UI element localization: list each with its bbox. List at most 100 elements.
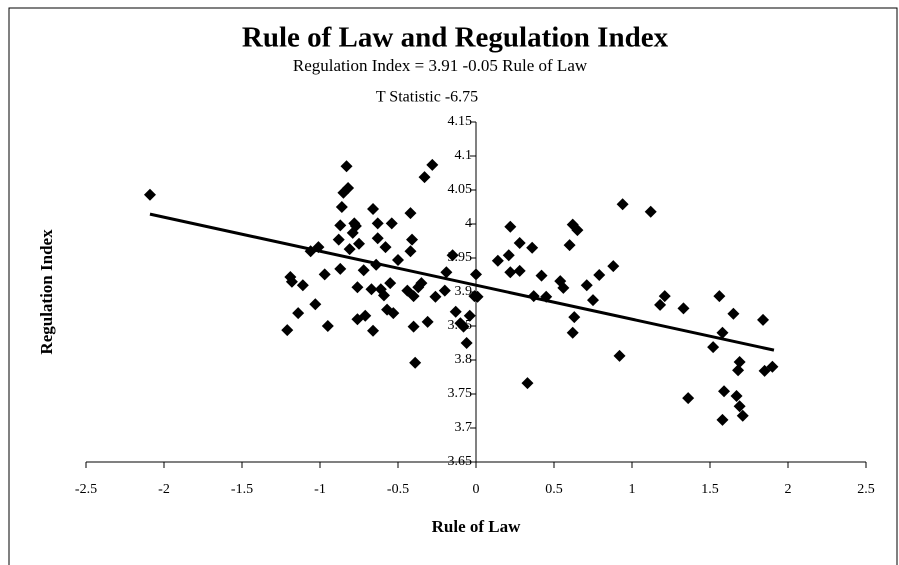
point	[502, 249, 515, 262]
point	[521, 377, 534, 390]
y-tick-label: 4.05	[448, 182, 473, 197]
point	[526, 241, 539, 254]
y-tick-label: 3.9	[455, 284, 473, 299]
point	[334, 262, 347, 275]
point	[736, 409, 749, 422]
point	[379, 241, 392, 254]
point	[349, 220, 362, 233]
point	[644, 205, 657, 218]
point	[143, 188, 156, 201]
point	[730, 390, 743, 403]
point	[707, 341, 720, 354]
point	[504, 266, 517, 279]
point	[342, 181, 355, 194]
y-tick-label: 3.8	[455, 352, 473, 367]
x-tick-label: -1	[314, 482, 326, 497]
point	[404, 207, 417, 220]
point	[757, 313, 770, 326]
point	[457, 320, 470, 333]
point	[281, 324, 294, 337]
point	[384, 277, 397, 290]
point	[332, 233, 345, 246]
x-tick-label: 1.5	[701, 482, 719, 497]
point	[321, 320, 334, 332]
point	[580, 279, 593, 292]
point	[449, 305, 462, 318]
point	[491, 254, 504, 267]
point	[727, 307, 740, 320]
point	[513, 237, 526, 250]
y-tick-label: 3.65	[448, 454, 473, 469]
point	[426, 158, 439, 171]
point	[446, 249, 459, 262]
point	[654, 298, 667, 311]
x-tick-label: -0.5	[387, 482, 409, 497]
point	[718, 385, 731, 398]
y-tick-label: 4	[465, 216, 472, 231]
y-tick-label: 4.15	[448, 114, 473, 129]
point	[593, 269, 606, 281]
point	[658, 290, 671, 303]
point	[463, 309, 476, 322]
point	[404, 245, 417, 258]
point	[566, 326, 579, 339]
point	[733, 400, 746, 413]
point	[415, 277, 428, 290]
point	[460, 337, 473, 349]
chart-title: Rule of Law and Regulation Index	[242, 22, 669, 54]
point	[557, 281, 570, 294]
point	[471, 290, 484, 303]
point	[335, 201, 348, 213]
point	[535, 269, 548, 282]
point	[766, 360, 779, 373]
point	[353, 237, 365, 250]
point	[418, 171, 431, 184]
point	[367, 203, 380, 216]
point	[367, 324, 380, 337]
point	[607, 260, 620, 273]
point	[563, 239, 576, 252]
annotation: Regulation Index = 3.91 -0.05 Rule of La…	[293, 56, 588, 75]
point	[682, 392, 695, 405]
point	[407, 320, 420, 333]
point	[438, 284, 451, 297]
x-tick-label: -1.5	[231, 482, 253, 497]
point	[440, 266, 453, 279]
point	[421, 315, 434, 328]
point	[365, 283, 378, 296]
point	[513, 264, 526, 277]
x-tick-label: 0	[473, 482, 480, 497]
x-tick-label: 1	[629, 482, 636, 497]
point	[377, 289, 390, 302]
point	[587, 294, 599, 307]
point	[470, 268, 482, 281]
point	[309, 298, 322, 311]
point	[343, 243, 356, 256]
x-tick-label: 2.5	[857, 482, 875, 497]
point	[371, 232, 384, 245]
point	[732, 364, 745, 377]
point	[733, 356, 746, 369]
x-tick-label: 2	[785, 482, 792, 497]
y-tick-label: 4.1	[455, 148, 473, 163]
y-axis-label: Regulation Index	[37, 229, 56, 355]
point	[340, 160, 353, 173]
point	[357, 264, 370, 277]
point	[568, 311, 581, 324]
point	[296, 279, 309, 292]
point	[334, 219, 347, 232]
point	[318, 268, 331, 281]
point	[716, 413, 729, 426]
point	[406, 233, 419, 246]
point	[292, 307, 305, 320]
point	[385, 217, 398, 230]
y-tick-label: 3.75	[448, 386, 473, 401]
point	[713, 290, 726, 303]
point	[677, 302, 690, 315]
point	[285, 275, 298, 288]
point	[371, 217, 384, 230]
x-tick-label: 0.5	[545, 482, 563, 497]
point	[504, 220, 517, 233]
